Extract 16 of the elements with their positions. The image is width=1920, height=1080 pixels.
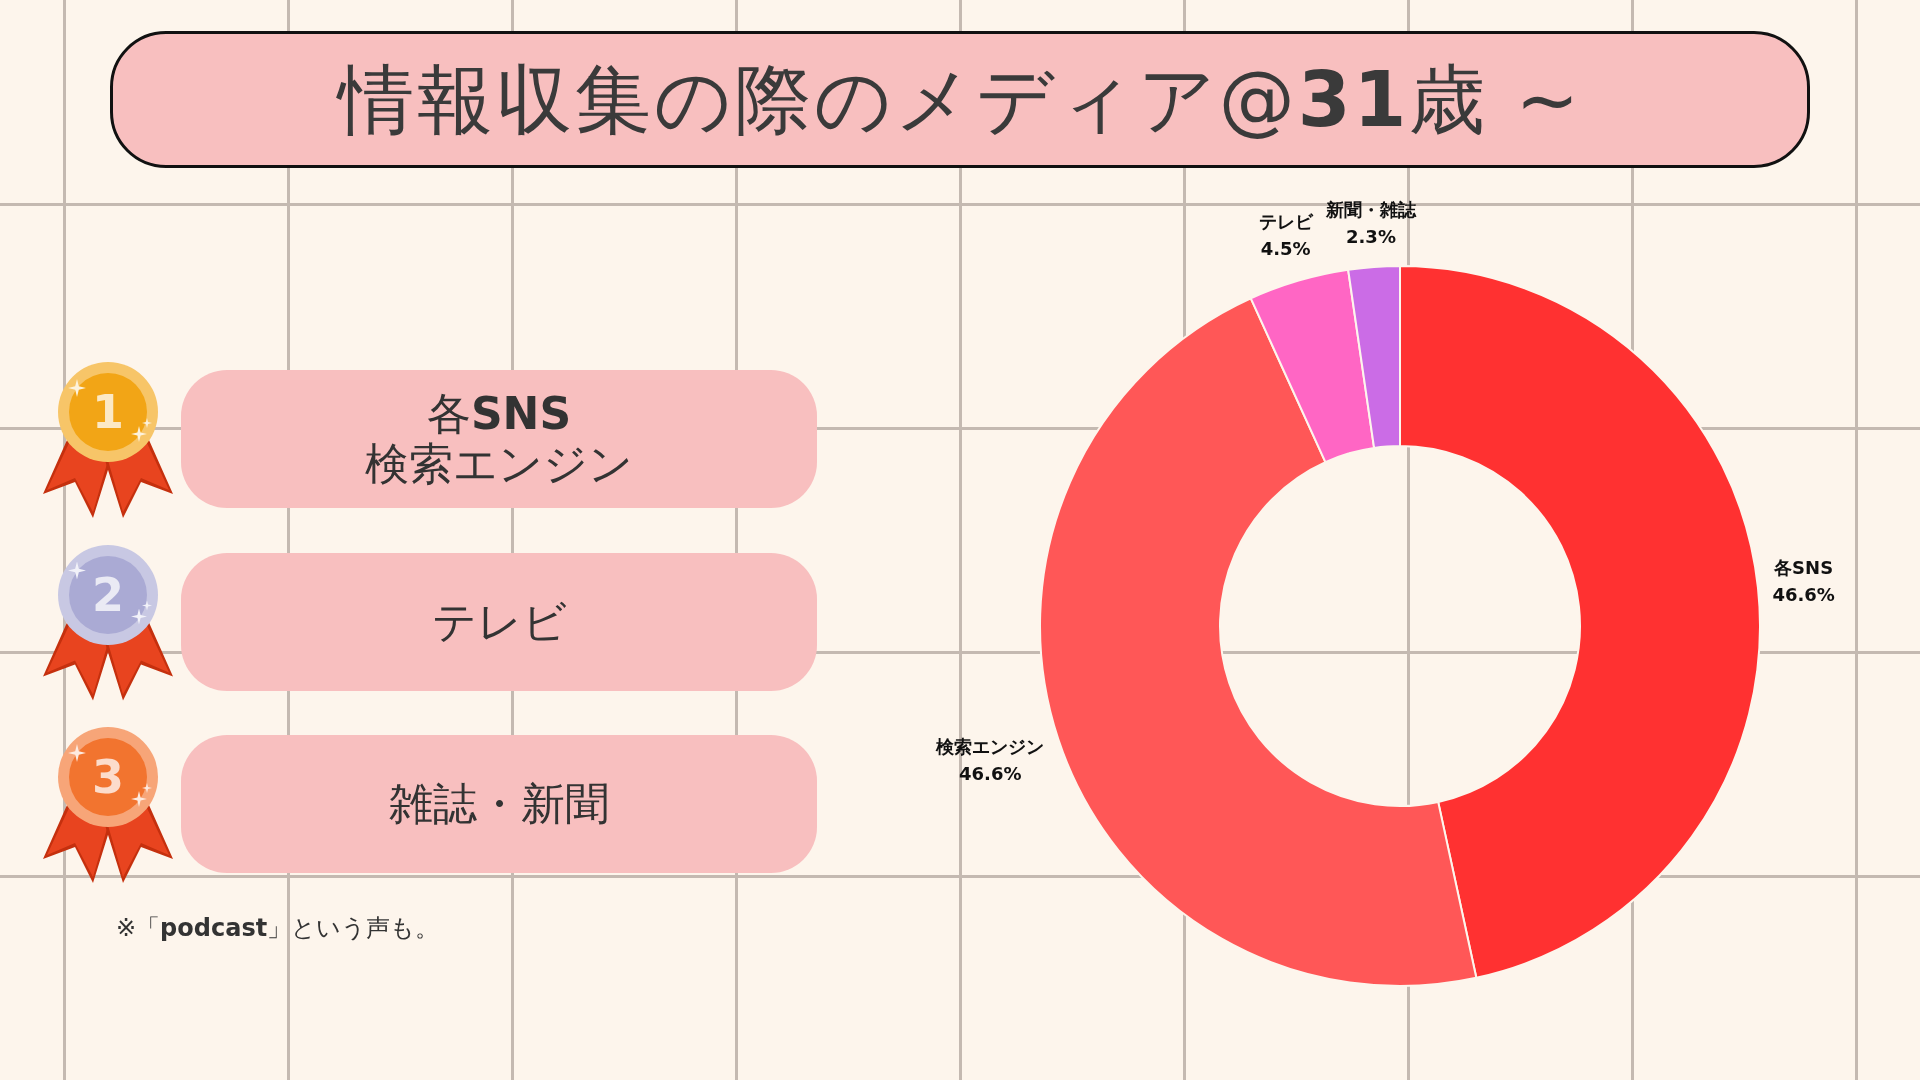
category-label: テレビ — [431, 595, 567, 647]
data-label: 2.3% — [1346, 226, 1396, 248]
data-label: 2 — [91, 566, 125, 624]
data-label: 1 — [91, 384, 125, 441]
slice-label: テレビ — [1258, 211, 1314, 233]
text: ※「podcast」という声も。 — [116, 914, 440, 942]
slice-label: 検索エンジン — [935, 736, 1045, 758]
category-label: 各SNS 検索エンジン — [365, 388, 633, 489]
data-label: 4.5% — [1260, 238, 1311, 260]
chart-title: 情報収集の際のメディア@31歳 ~ — [337, 54, 1583, 144]
slice-label: 各SNS — [1773, 556, 1834, 578]
data-label: 3 — [91, 749, 125, 806]
data-label: 46.6% — [1772, 583, 1835, 605]
data-label: 46.6% — [959, 763, 1022, 785]
slice-label: 新聞・雑誌 — [1324, 199, 1417, 221]
category-label: 雑誌・新聞 — [389, 778, 609, 829]
